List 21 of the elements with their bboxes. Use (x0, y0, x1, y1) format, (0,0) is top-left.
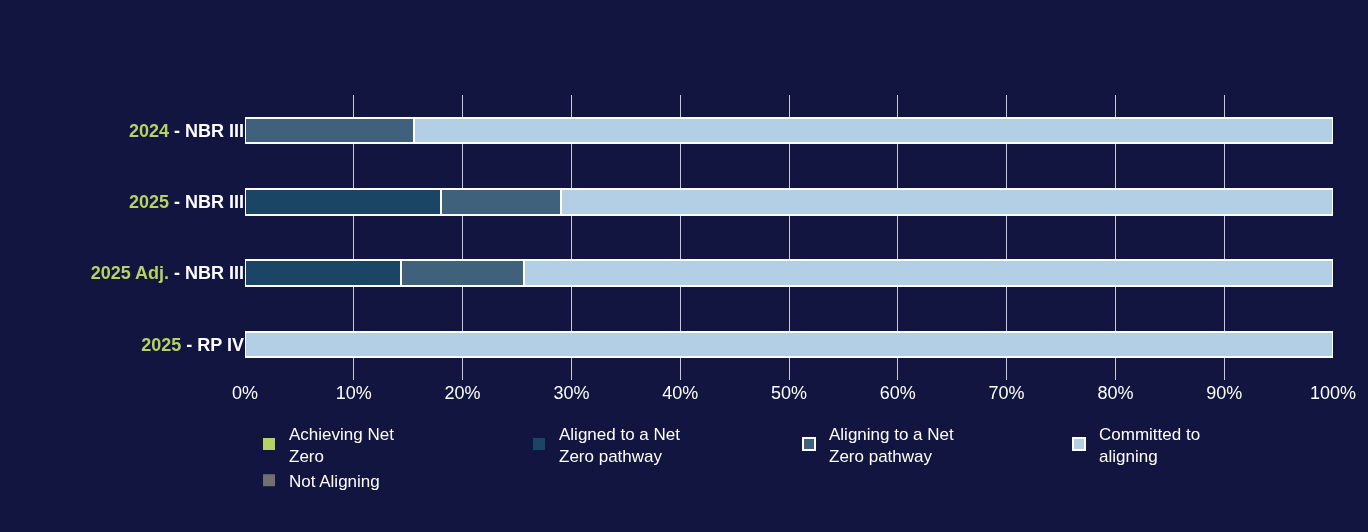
x-tick-label: 70% (988, 383, 1025, 403)
x-tick-label: 100% (1309, 383, 1357, 403)
y-tick-label: 2025 - NBR III (128, 192, 244, 213)
x-tick-label: 10% (335, 383, 372, 403)
legend-label: Not Aligning (289, 471, 380, 491)
x-tick-label: 0% (231, 383, 259, 403)
y-tick-label: 2025 Adj. - NBR III (90, 263, 244, 284)
bar (245, 330, 1333, 359)
x-tick-label: 30% (553, 383, 590, 403)
x-tick-label: 90% (1206, 383, 1243, 403)
x-tick-label: 50% (770, 383, 808, 403)
legend-label: Achieving Net Zero (289, 424, 395, 466)
x-tick-label: 60% (879, 383, 916, 403)
legend-label: Aligning to a Net Zero pathway (829, 424, 955, 466)
legend-label: Committed to aligning (1099, 424, 1201, 466)
x-tick-label: 80% (1097, 383, 1134, 403)
y-tick-label: 2024 - NBR III (128, 120, 244, 141)
x-tick-label: 40% (662, 383, 699, 403)
legend-label: Aligned to a Net Zero pathway (559, 424, 681, 466)
y-tick-label: 2025 - RP IV (141, 334, 244, 355)
x-tick-label: 20% (444, 383, 481, 403)
